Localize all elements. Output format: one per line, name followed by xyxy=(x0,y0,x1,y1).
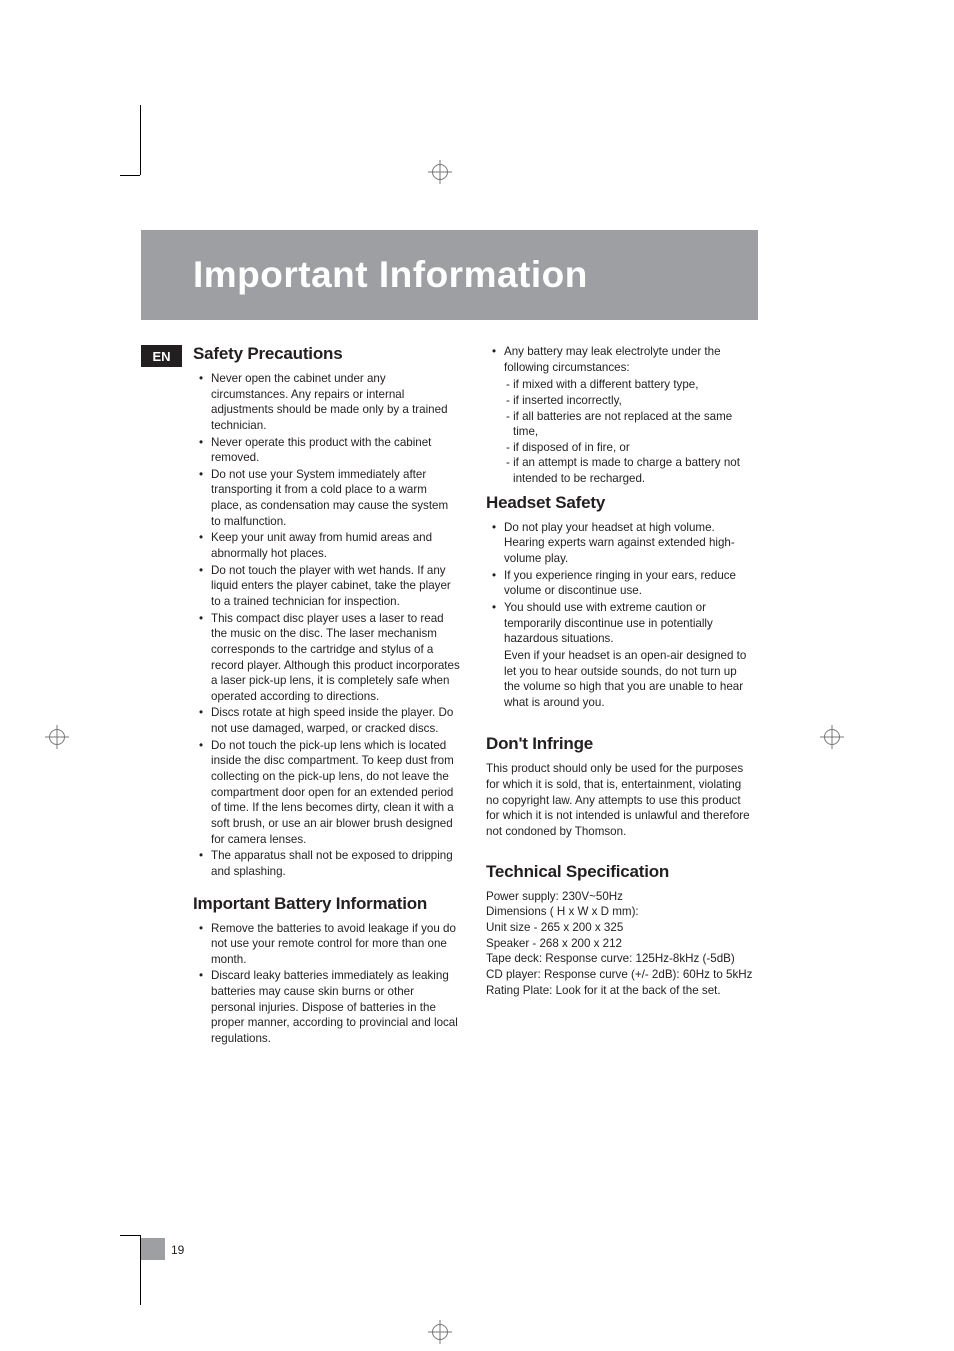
sub-list-item: - if mixed with a different battery type… xyxy=(504,377,753,393)
registration-mark-icon xyxy=(820,725,844,749)
page-number: 19 xyxy=(171,1243,184,1257)
sub-list-item: - if inserted incorrectly, xyxy=(504,393,753,409)
list-item: Do not touch the player with wet hands. … xyxy=(193,563,460,610)
list-headset-safety: Do not play your headset at high volume.… xyxy=(486,520,753,647)
sub-list-item: - if all batteries are not replaced at t… xyxy=(504,409,753,440)
heading-safety-precautions: Safety Precautions xyxy=(193,344,460,364)
spec-line: CD player: Response curve (+/- 2dB): 60H… xyxy=(486,967,753,983)
registration-mark-icon xyxy=(428,1320,452,1344)
list-safety-precautions: Never open the cabinet under any circums… xyxy=(193,371,460,880)
list-item: Discs rotate at high speed inside the pl… xyxy=(193,705,460,736)
paragraph-continuation: Even if your headset is an open-air desi… xyxy=(486,648,753,711)
spec-line: Unit size - 265 x 200 x 325 xyxy=(486,920,753,936)
spec-line: Dimensions ( H x W x D mm): xyxy=(486,904,753,920)
crop-mark xyxy=(120,175,140,176)
list-item: Remove the batteries to avoid leakage if… xyxy=(193,921,460,968)
sub-list: - if mixed with a different battery type… xyxy=(504,377,753,486)
page-title: Important Information xyxy=(193,254,588,296)
content-area: Safety Precautions Never open the cabine… xyxy=(193,344,753,1061)
list-item: Discard leaky batteries immediately as l… xyxy=(193,968,460,1046)
heading-dont-infringe: Don't Infringe xyxy=(486,734,753,754)
list-item: Any battery may leak electrolyte under t… xyxy=(486,344,753,487)
heading-headset-safety: Headset Safety xyxy=(486,493,753,513)
list-item: If you experience ringing in your ears, … xyxy=(486,568,753,599)
spec-line: Tape deck: Response curve: 125Hz-8kHz (-… xyxy=(486,951,753,967)
sub-list-item: - if an attempt is made to charge a batt… xyxy=(504,455,753,486)
left-column: Safety Precautions Never open the cabine… xyxy=(193,344,460,1061)
list-item: The apparatus shall not be exposed to dr… xyxy=(193,848,460,879)
language-tab: EN xyxy=(141,345,182,367)
list-item: You should use with extreme caution or t… xyxy=(486,600,753,647)
registration-mark-icon xyxy=(428,160,452,184)
title-bar: Important Information xyxy=(141,230,758,320)
right-column: Any battery may leak electrolyte under t… xyxy=(486,344,753,1061)
list-item: Never operate this product with the cabi… xyxy=(193,435,460,466)
list-battery-info: Remove the batteries to avoid leakage if… xyxy=(193,921,460,1047)
heading-tech-spec: Technical Specification xyxy=(486,862,753,882)
spec-line: Speaker - 268 x 200 x 212 xyxy=(486,936,753,952)
sub-list-item: - if disposed of in fire, or xyxy=(504,440,753,456)
crop-mark xyxy=(120,1235,140,1236)
heading-battery-info: Important Battery Information xyxy=(193,894,460,914)
list-item: This compact disc player uses a laser to… xyxy=(193,611,460,705)
list-item: Do not touch the pick-up lens which is l… xyxy=(193,738,460,847)
list-item: Keep your unit away from humid areas and… xyxy=(193,530,460,561)
list-item: Do not play your headset at high volume.… xyxy=(486,520,753,567)
registration-mark-icon xyxy=(45,725,69,749)
spec-line: Rating Plate: Look for it at the back of… xyxy=(486,983,753,999)
list-item: Never open the cabinet under any circums… xyxy=(193,371,460,434)
page-number-block xyxy=(141,1238,165,1260)
list-battery-continued: Any battery may leak electrolyte under t… xyxy=(486,344,753,487)
paragraph-dont-infringe: This product should only be used for the… xyxy=(486,761,753,839)
list-item: Do not use your System immediately after… xyxy=(193,467,460,530)
list-item-text: Any battery may leak electrolyte under t… xyxy=(504,345,721,374)
crop-mark xyxy=(140,105,141,175)
spec-line: Power supply: 230V~50Hz xyxy=(486,889,753,905)
